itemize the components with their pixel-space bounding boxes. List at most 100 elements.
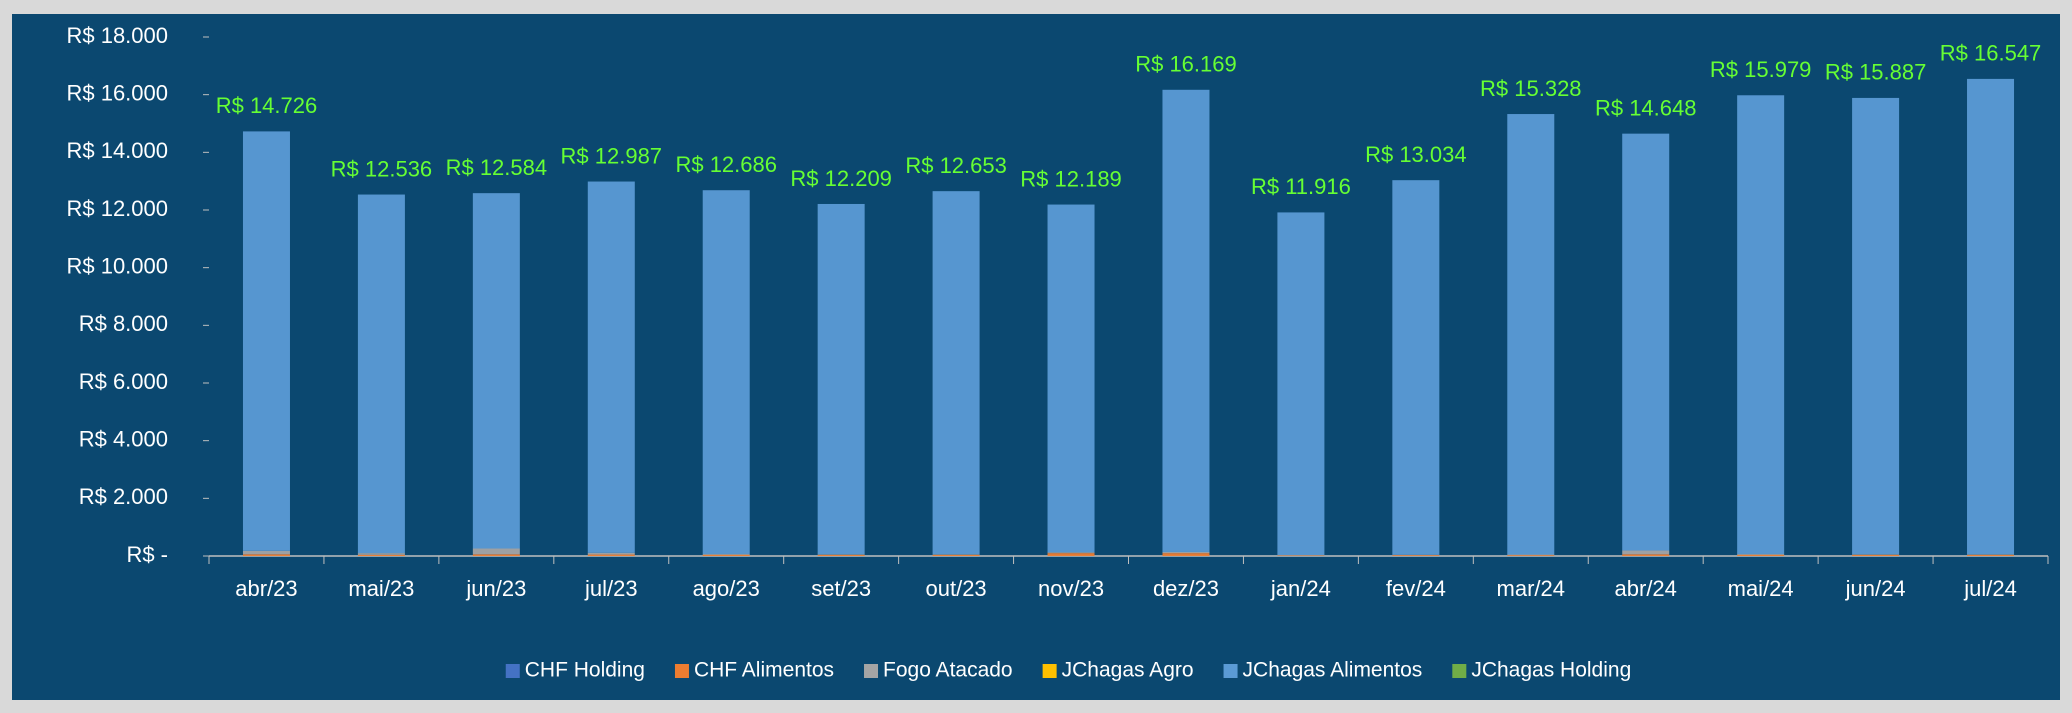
x-tick-label: jan/24	[1270, 576, 1331, 601]
bar-segment	[702, 553, 750, 555]
total-label: R$ 12.209	[790, 166, 892, 191]
total-label: R$ 12.987	[561, 143, 663, 168]
bar-segment	[472, 554, 520, 556]
legend-swatch	[674, 664, 689, 678]
bar-segment	[1852, 554, 1900, 556]
total-label: R$ 15.979	[1710, 57, 1812, 82]
total-label: R$ 16.547	[1940, 41, 2042, 66]
bar-segment	[1967, 78, 2015, 555]
legend-swatch	[505, 664, 520, 678]
bar-segment	[1852, 554, 1900, 555]
x-tick-label: set/23	[811, 576, 871, 601]
bar-segment	[472, 193, 520, 549]
total-label: R$ 15.887	[1825, 60, 1927, 85]
bar-segment	[817, 554, 865, 556]
bar-segment	[1507, 555, 1555, 556]
x-tick-label: abr/23	[235, 576, 297, 601]
bar-segment	[242, 131, 290, 551]
legend: CHF Holding CHF Alimentos Fogo Atacado JCha…	[505, 659, 1631, 682]
y-tick-label: R$ 12.000	[66, 196, 168, 221]
bar-segment	[1277, 212, 1325, 556]
total-label: R$ 12.653	[905, 153, 1007, 178]
bar-segment	[1047, 553, 1095, 556]
bar-segment	[472, 548, 520, 555]
y-tick-label: R$ 18.000	[66, 23, 168, 48]
total-label: R$ 12.536	[331, 156, 433, 181]
bar-segment	[1392, 180, 1440, 555]
bar-segment	[587, 554, 635, 556]
x-tick-label: jul/23	[584, 576, 638, 601]
bar-segment	[1277, 555, 1325, 556]
total-label: R$ 12.584	[446, 155, 548, 180]
legend-label: JChagas Holding	[1471, 659, 1631, 682]
total-label: R$ 12.189	[1020, 166, 1122, 191]
bar-segment	[1737, 95, 1785, 554]
x-tick-label: jul/24	[1963, 576, 2017, 601]
bar-segment	[702, 190, 750, 554]
bar-segment	[932, 554, 980, 556]
bar-segment	[817, 203, 865, 555]
x-tick-label: mar/24	[1497, 576, 1565, 601]
legend-swatch	[864, 664, 879, 678]
total-label: R$ 16.169	[1135, 52, 1237, 77]
x-tick-label: dez/23	[1153, 576, 1219, 601]
x-tick-label: mai/24	[1728, 576, 1794, 601]
bar-segment	[702, 554, 750, 556]
total-label: R$ 11.916	[1251, 174, 1351, 199]
total-label: R$ 15.328	[1480, 76, 1582, 101]
legend-label: Fogo Atacado	[883, 659, 1013, 682]
bar-segment	[357, 554, 405, 556]
legend-label: JChagas Alimentos	[1243, 659, 1423, 682]
x-tick-label: out/23	[926, 576, 987, 601]
x-tick-label: jun/23	[465, 576, 526, 601]
y-tick-label: R$ 8.000	[79, 311, 168, 336]
bar-segment	[1737, 554, 1785, 556]
bar-segment	[1047, 204, 1095, 553]
bar-segment	[587, 181, 635, 553]
bar-segment	[1967, 554, 2015, 556]
x-tick-label: ago/23	[693, 576, 760, 601]
bar-segment	[1162, 89, 1210, 552]
bar-segment	[242, 550, 290, 555]
y-tick-label: R$ 6.000	[79, 369, 168, 394]
y-tick-label: R$ 10.000	[66, 253, 168, 278]
x-tick-label: jun/24	[1845, 576, 1906, 601]
legend-label: CHF Holding	[525, 659, 645, 682]
total-label: R$ 13.034	[1365, 142, 1467, 167]
bar-segment	[1967, 554, 2015, 555]
bar-segment	[1162, 553, 1210, 556]
legend-label: CHF Alimentos	[694, 659, 834, 682]
bar-segment	[1507, 554, 1555, 556]
bar-segment	[1047, 552, 1095, 554]
x-tick-label: abr/24	[1615, 576, 1677, 601]
bar-segment	[357, 553, 405, 555]
bar-segment	[1622, 550, 1670, 555]
legend-swatch	[1042, 664, 1057, 678]
bar-segment	[817, 554, 865, 555]
bar-segment	[587, 552, 635, 555]
bar-segment	[242, 554, 290, 556]
bar-segment	[932, 554, 980, 555]
y-tick-label: R$ 16.000	[66, 80, 168, 105]
chart-background	[12, 14, 2060, 700]
x-tick-label: mai/23	[348, 576, 414, 601]
y-tick-label: R$ 14.000	[66, 138, 168, 163]
total-label: R$ 12.686	[675, 152, 777, 177]
x-tick-label: fev/24	[1386, 576, 1446, 601]
bar-segment	[1162, 551, 1210, 554]
total-label: R$ 14.648	[1595, 95, 1697, 120]
bar-segment	[1622, 554, 1670, 556]
x-tick-label: nov/23	[1038, 576, 1104, 601]
bar-segment	[932, 191, 980, 555]
y-tick-label: R$ 2.000	[79, 484, 168, 509]
total-label: R$ 14.726	[216, 93, 318, 118]
bar-segment	[1622, 133, 1670, 551]
y-tick-label: R$ -	[126, 542, 168, 567]
legend-swatch	[1223, 664, 1238, 678]
y-tick-label: R$ 4.000	[79, 426, 168, 451]
bar-segment	[1392, 555, 1440, 556]
bar-segment	[1852, 97, 1900, 555]
legend-swatch	[1452, 664, 1467, 678]
